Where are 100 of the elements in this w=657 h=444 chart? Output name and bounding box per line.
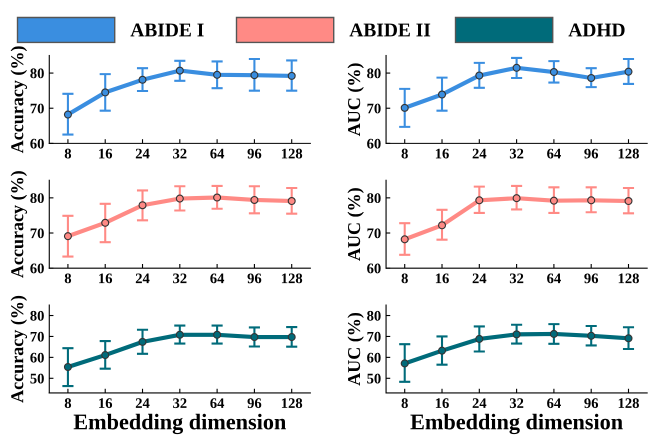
point	[138, 76, 147, 84]
point	[400, 359, 409, 368]
point	[438, 221, 446, 230]
x-tick-label: 24	[136, 273, 150, 284]
legend-label: ADHD	[568, 24, 625, 36]
x-tick-label: 24	[472, 273, 486, 284]
y-tick-label: 50	[367, 374, 381, 384]
y-tick-label: 80	[367, 68, 381, 78]
x-tick-label: 64	[210, 398, 224, 408]
y-tick-label: 70	[30, 332, 44, 342]
point	[176, 194, 184, 203]
point	[587, 74, 596, 82]
x-tick-label: 8	[64, 273, 72, 284]
point	[101, 218, 110, 227]
point	[176, 66, 184, 75]
x-tick-label: 64	[210, 148, 224, 158]
x-tick-label: 96	[248, 148, 262, 158]
x-tick-label: 64	[547, 398, 561, 408]
x-tick-label: 8	[64, 148, 72, 158]
x-tick-label: 96	[248, 273, 262, 284]
point	[475, 72, 484, 80]
x-axis-title: Embedding dimension	[74, 414, 286, 434]
x-tick-label: 32	[173, 273, 186, 284]
point	[213, 193, 222, 202]
y-tick-label: 80	[30, 68, 44, 78]
x-tick-label: 128	[282, 398, 302, 408]
x-tick-label: 128	[282, 148, 302, 158]
x-tick-label: 96	[584, 273, 598, 284]
point	[101, 351, 110, 360]
y-tick-label: 70	[367, 332, 381, 342]
point	[64, 232, 72, 240]
x-tick-label: 16	[436, 398, 449, 408]
point	[438, 346, 446, 355]
x-tick-label: 16	[436, 273, 449, 284]
point	[138, 201, 147, 210]
x-tick-label: 128	[618, 148, 639, 158]
point	[64, 362, 72, 372]
point	[176, 330, 184, 339]
y-tick-label: 60	[30, 138, 44, 149]
x-tick-label: 16	[99, 398, 112, 408]
y-tick-label: 70	[30, 104, 44, 114]
x-tick-label: 8	[64, 398, 72, 408]
y-axis-title: Accuracy (%)	[10, 296, 28, 403]
point	[438, 90, 446, 99]
y-tick-label: 80	[30, 193, 44, 204]
x-tick-label: 32	[510, 148, 524, 158]
x-tick-label: 64	[547, 148, 561, 158]
point	[288, 72, 296, 80]
point	[138, 338, 147, 346]
y-axis-title: AUC (%)	[347, 63, 364, 136]
point	[64, 110, 72, 119]
x-tick-label: 16	[99, 148, 112, 158]
point	[624, 68, 633, 76]
legend-label: ABIDE II	[349, 24, 430, 36]
y-axis-title: Accuracy (%)	[10, 46, 28, 154]
point	[250, 71, 258, 80]
x-tick-label: 24	[472, 398, 486, 408]
point	[400, 104, 409, 112]
x-tick-label: 8	[402, 148, 408, 158]
x-tick-label: 64	[210, 273, 224, 284]
y-tick-label: 70	[30, 228, 44, 238]
point	[587, 332, 596, 340]
point	[288, 196, 296, 206]
y-tick-label: 80	[367, 193, 381, 204]
y-axis-title: AUC (%)	[347, 188, 364, 261]
point	[512, 194, 521, 202]
x-tick-label: 128	[618, 273, 639, 284]
y-tick-label: 80	[30, 310, 44, 321]
x-tick-label: 24	[136, 398, 150, 408]
point	[475, 196, 484, 204]
x-tick-label: 24	[136, 148, 150, 158]
point	[101, 88, 110, 96]
y-axis-title: AUC (%)	[347, 312, 364, 386]
x-tick-label: 128	[618, 398, 639, 408]
y-tick-label: 60	[367, 352, 381, 363]
point	[550, 68, 558, 76]
x-tick-label: 96	[584, 148, 598, 158]
y-tick-label: 60	[367, 138, 381, 149]
point	[587, 196, 596, 204]
y-axis-title: Accuracy (%)	[10, 171, 28, 278]
point	[550, 330, 558, 338]
point	[550, 196, 558, 205]
y-tick-label: 70	[367, 228, 381, 238]
point	[624, 334, 633, 342]
point	[288, 333, 296, 342]
point	[400, 235, 409, 244]
y-tick-label: 60	[30, 352, 44, 363]
point	[475, 334, 484, 343]
y-tick-label: 50	[30, 374, 44, 384]
point	[213, 70, 222, 79]
x-tick-label: 64	[547, 273, 561, 284]
point	[512, 64, 521, 72]
x-tick-label: 8	[402, 273, 408, 284]
x-tick-label: 32	[173, 148, 186, 158]
x-tick-label: 96	[248, 398, 262, 408]
point	[624, 196, 633, 206]
x-tick-label: 128	[282, 273, 302, 284]
y-tick-label: 60	[367, 264, 381, 274]
legend-label: ABIDE I	[130, 24, 204, 36]
x-tick-label: 32	[173, 398, 186, 408]
